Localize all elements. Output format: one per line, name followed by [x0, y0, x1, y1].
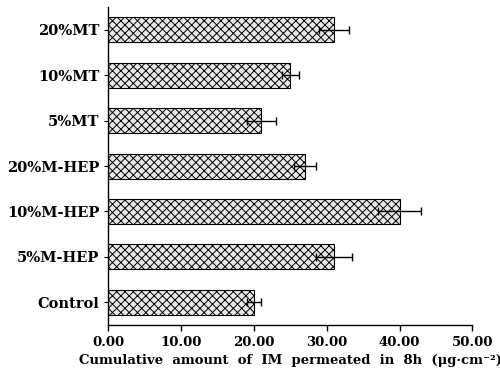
Bar	[108, 153, 305, 178]
Bar	[108, 62, 290, 88]
Bar	[108, 245, 334, 269]
Bar	[108, 17, 334, 42]
Bar	[108, 290, 254, 315]
Bar	[108, 108, 261, 133]
X-axis label: Cumulative  amount  of  IM  permeated  in  8h  (μg·cm⁻²): Cumulative amount of IM permeated in 8h …	[79, 354, 500, 367]
Bar	[108, 199, 400, 224]
